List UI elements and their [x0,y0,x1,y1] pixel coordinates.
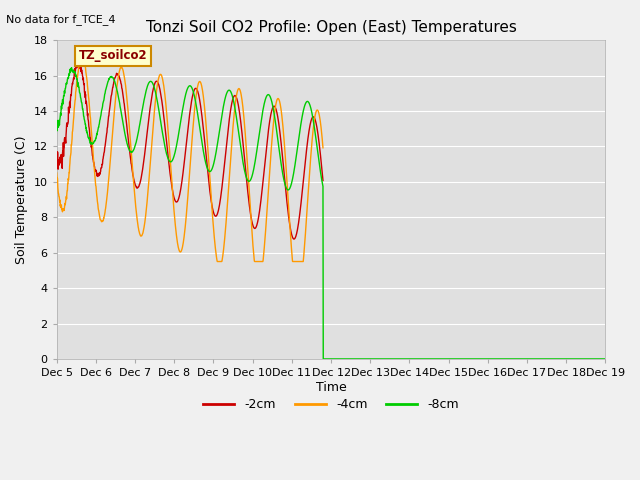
Text: No data for f_TCE_4: No data for f_TCE_4 [6,14,116,25]
Text: TZ_soilco2: TZ_soilco2 [79,49,147,62]
X-axis label: Time: Time [316,381,346,394]
Title: Tonzi Soil CO2 Profile: Open (East) Temperatures: Tonzi Soil CO2 Profile: Open (East) Temp… [146,20,516,35]
Y-axis label: Soil Temperature (C): Soil Temperature (C) [15,135,28,264]
Legend: -2cm, -4cm, -8cm: -2cm, -4cm, -8cm [198,394,464,417]
